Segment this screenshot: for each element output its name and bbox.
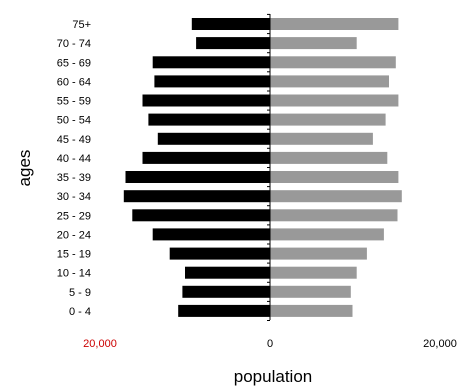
center-axis-ticks [267,13,270,321]
age-label-7: 40 - 44 [57,153,91,165]
bar-right-4 [270,94,399,107]
age-label-4: 55 - 59 [57,96,91,108]
age-label-10: 25 - 29 [57,210,91,222]
bar-left-8 [125,171,270,183]
bar-left-0 [191,18,270,30]
bar-right-7 [270,151,388,164]
population-tick-labels: 20,000 0 20,000 [83,338,457,350]
x-tick-label-1: 0 [267,338,273,350]
age-group-labels: 75+ 70 - 74 65 - 69 60 - 64 55 - 59 50 - 54 45… [57,19,91,318]
age-label-14: 5 - 9 [69,287,91,299]
age-label-6: 45 - 49 [57,134,91,146]
age-label-12: 15 - 19 [57,249,91,261]
bar-left-12 [169,247,270,260]
bar-left-7 [142,151,270,164]
age-label-1: 70 - 74 [57,38,91,50]
bar-left-9 [123,190,270,203]
age-label-15: 0 - 4 [69,306,91,318]
age-label-11: 20 - 24 [57,229,91,241]
bar-left-15 [178,304,270,317]
age-label-13: 10 - 14 [57,268,91,280]
bar-right-2 [270,56,396,69]
bar-left-1 [196,37,271,50]
y-axis-title: ages [15,150,34,187]
bar-left-14 [182,285,270,298]
bar-left-4 [142,94,270,107]
age-label-8: 35 - 39 [57,172,91,184]
bar-right-0 [270,18,399,30]
age-label-2: 65 - 69 [57,57,91,69]
right-series-bars [270,18,402,317]
bar-left-10 [132,209,270,222]
bar-right-11 [270,228,384,241]
bar-right-6 [270,132,373,145]
bar-left-3 [154,75,270,88]
age-label-3: 60 - 64 [57,76,91,88]
x-tick-label-2: 20,000 [423,338,457,350]
bar-left-11 [152,228,270,241]
bar-right-12 [270,247,367,260]
bar-left-6 [157,132,270,145]
bar-left-5 [148,113,270,126]
bar-right-10 [270,209,398,222]
age-label-9: 30 - 34 [57,191,91,203]
x-tick-label-0: 20,000 [83,338,117,350]
bar-right-14 [270,285,351,298]
x-axis-title: population [234,367,312,386]
bar-right-3 [270,75,389,88]
left-series-bars [123,18,271,317]
bar-right-8 [270,171,399,183]
bar-left-2 [152,56,270,69]
bar-right-15 [270,304,353,317]
age-label-5: 50 - 54 [57,115,91,127]
bar-right-13 [270,266,357,279]
bar-left-13 [185,266,270,279]
bar-right-5 [270,113,386,126]
age-label-0: 75+ [72,19,91,31]
bar-right-1 [270,37,357,50]
bar-right-9 [270,190,402,203]
